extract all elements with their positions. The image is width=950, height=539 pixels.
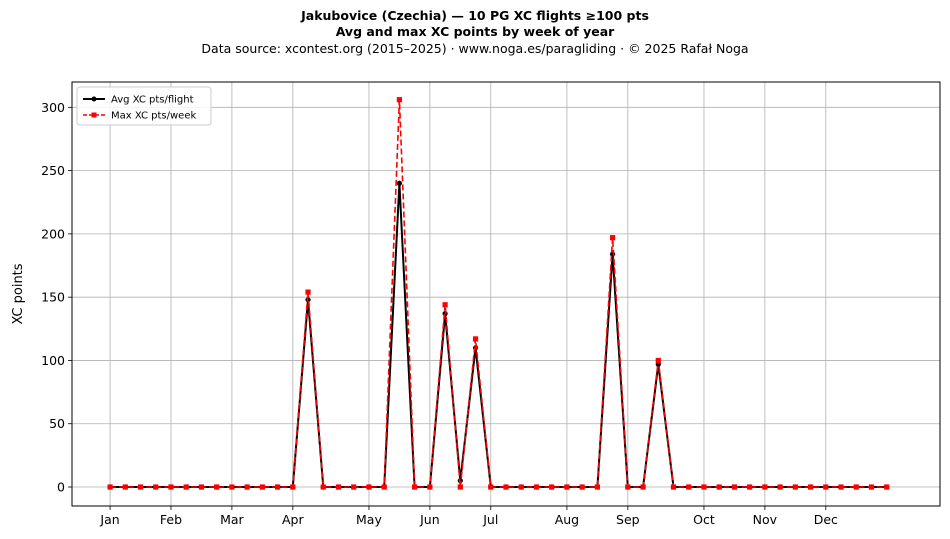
data-point-max [351,484,357,490]
data-point-max [305,289,311,295]
data-point-max [335,484,342,490]
data-point-max [122,484,128,490]
chart-title: Jakubovice (Czechia) — 10 PG XC flights … [301,8,649,23]
data-point-max [625,484,631,490]
x-tick-label: Oct [693,512,715,527]
x-tick-label: Jul [482,512,498,527]
y-tick-label: 0 [57,480,65,495]
data-point-max [381,484,387,490]
data-point-max [488,484,494,490]
data-point-max [274,484,281,490]
data-point-max [853,484,859,490]
x-tick-label: Dec [814,512,838,527]
y-tick-label: 200 [41,226,65,241]
data-point-max [427,484,433,490]
data-point-max [168,484,174,490]
legend-box [76,86,212,126]
data-point-max [670,484,677,490]
x-tick-label: Apr [282,512,304,527]
data-point-max [762,484,768,490]
data-point-max [198,484,205,490]
data-point-max [655,357,661,364]
data-point-max [747,484,753,490]
plot-frame [71,81,941,507]
data-point-max [259,484,265,490]
legend-marker-0 [91,96,97,102]
x-tick-label: Feb [160,512,182,527]
data-point-max [549,484,555,490]
x-tick-label: Nov [753,512,778,527]
data-point-max [716,484,722,490]
legend-label-0: Avg XC pts/flight [111,95,194,106]
x-tick-label: Sep [616,512,640,527]
series-line-0 [110,182,887,488]
data-point-max [594,484,600,490]
x-tick-label: May [356,512,382,527]
grid [72,82,940,506]
data-point-max [884,484,890,490]
data-point-max [503,484,509,490]
data-point-max [153,484,159,490]
data-point-max [320,484,326,490]
data-point-max [731,484,738,490]
data-point-max [807,484,814,490]
x-tick-label: Mar [220,512,244,527]
series-line-1 [110,98,887,488]
y-axis-label: XC points [11,263,26,324]
title-block: Jakubovice (Czechia) — 10 PG XC flights … [0,8,950,57]
chart-source: Data source: xcontest.org (2015–2025) · … [201,41,749,56]
y-tick-label: 300 [41,100,65,115]
data-point-max [229,484,235,490]
data-point-avg [396,180,403,186]
legend: Avg XC pts/flight Max XC pts/week [76,86,212,126]
series-layer [107,97,890,490]
y-tick-label: 50 [49,416,65,431]
data-point-max [792,484,798,490]
x-tick-label: Aug [555,512,579,527]
data-point-max [137,484,144,490]
data-point-max [640,484,646,490]
data-point-max [533,484,540,490]
data-point-max [686,484,692,490]
chart-subtitle: Avg and max XC points by week of year [335,24,615,39]
data-point-max [412,484,418,490]
data-point-max [777,484,783,490]
legend-label-1: Max XC pts/week [111,111,196,122]
data-point-max [442,302,448,308]
data-point-max [107,484,113,490]
data-point-max [472,336,479,342]
data-point-max [838,484,844,490]
y-tick-label: 100 [41,353,65,368]
data-point-max [564,484,570,490]
x-tick-label: Jan [99,512,119,527]
y-tick-label: 150 [41,290,65,305]
data-point-max [214,484,220,490]
data-point-max [396,97,403,103]
data-point-max [868,484,875,490]
y-axis: 0 50 100 150 200 250 300 [41,100,72,495]
data-point-max [290,484,296,490]
data-point-max [366,484,372,490]
data-point-max [701,484,707,490]
data-point-max [518,484,524,490]
data-point-max [579,484,585,490]
x-tick-label: Jun [419,512,440,527]
data-point-max [609,235,616,241]
legend-marker-1 [91,112,97,118]
data-point-max [823,484,829,490]
data-point-max [244,484,250,490]
x-axis: Jan Feb Mar Apr May Jun Jul Aug Sep Oct Nov Dec [99,506,838,527]
data-point-max [183,484,189,490]
data-point-max [457,484,463,490]
y-tick-label: 250 [41,163,65,178]
